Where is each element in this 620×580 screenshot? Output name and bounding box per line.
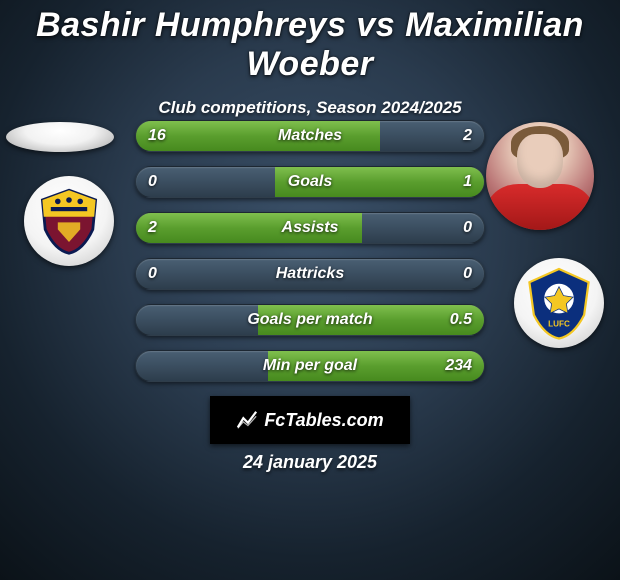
stat-value-left: 2: [148, 219, 157, 237]
stat-value-left: 0: [148, 265, 157, 283]
stat-value-right: 234: [445, 357, 472, 375]
stat-value-left: 16: [148, 127, 166, 145]
stat-label: Hattricks: [276, 265, 344, 283]
stat-label: Matches: [278, 127, 342, 145]
stat-value-left: 0: [148, 173, 157, 191]
stat-label: Goals: [288, 173, 332, 191]
stat-value-right: 0.5: [450, 311, 472, 329]
stat-row: 0 Goals 1: [135, 166, 485, 198]
burnley-crest-icon: [34, 186, 104, 256]
stat-row: Min per goal 234: [135, 350, 485, 382]
footer-date: 24 january 2025: [243, 452, 377, 473]
stat-row: Goals per match 0.5: [135, 304, 485, 336]
stat-row: 0 Hattricks 0: [135, 258, 485, 290]
brand-chip[interactable]: FcTables.com: [210, 396, 410, 444]
stat-label: Assists: [282, 219, 339, 237]
stats-panel: 16 Matches 2 0 Goals 1 2 Assists 0 0 Hattricks 0 Goa…: [135, 120, 485, 396]
page-title: Bashir Humphreys vs Maximilian Woeber: [0, 0, 620, 84]
stat-label: Goals per match: [247, 311, 372, 329]
stat-label: Min per goal: [263, 357, 357, 375]
stat-value-right: 2: [463, 127, 472, 145]
stat-value-right: 0: [463, 265, 472, 283]
stat-row: 2 Assists 0: [135, 212, 485, 244]
stat-value-right: 0: [463, 219, 472, 237]
player-right-avatar: [486, 122, 594, 230]
stat-fill-left: [136, 121, 380, 151]
club-left-crest: [24, 176, 114, 266]
stat-value-right: 1: [463, 173, 472, 191]
svg-text:LUFC: LUFC: [548, 320, 570, 329]
club-right-crest: LUFC: [514, 258, 604, 348]
stat-row: 16 Matches 2: [135, 120, 485, 152]
chart-icon: [236, 409, 258, 431]
leeds-crest-icon: LUFC: [522, 266, 596, 340]
player-left-avatar: [6, 122, 114, 152]
page-subtitle: Club competitions, Season 2024/2025: [0, 98, 620, 118]
brand-text: FcTables.com: [264, 410, 383, 431]
